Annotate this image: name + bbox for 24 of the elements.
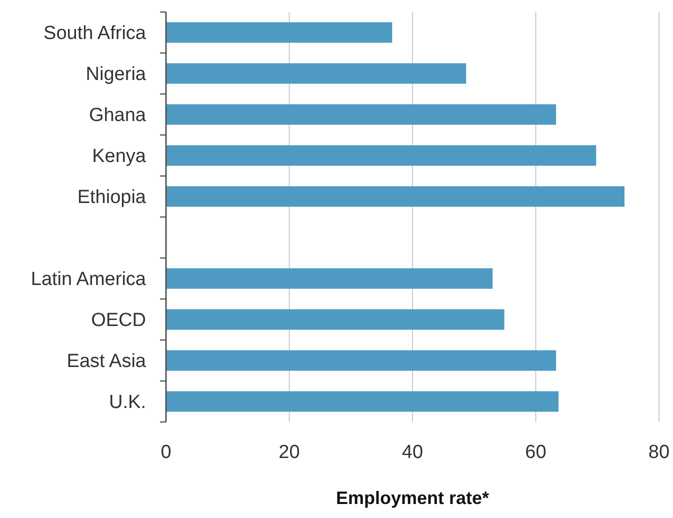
x-axis-title: Employment rate* [336,488,490,508]
bar [166,22,392,43]
bar [166,104,556,125]
y-tick-label: South Africa [44,23,146,44]
bar [166,309,504,330]
bar [166,391,559,412]
bar [166,350,556,371]
x-tick-label: 80 [648,442,670,463]
bar [166,63,466,84]
y-tick-label: U.K. [109,392,146,414]
bar [166,186,624,207]
y-tick-label: Ghana [88,105,146,126]
x-tick-label: 20 [278,442,300,463]
y-tick-label: Ethiopia [77,187,146,208]
y-tick-label: Latin America [30,269,146,290]
x-tick-label: 40 [402,442,424,463]
y-tick-label: East Asia [66,351,146,372]
bar [166,268,493,289]
x-tick-label: 0 [160,442,172,463]
y-tick-label: Nigeria [86,64,146,86]
y-tick-label: OECD [91,310,146,332]
y-tick-label: Kenya [92,146,146,168]
bar [166,145,596,166]
x-tick-label: 60 [525,442,546,463]
